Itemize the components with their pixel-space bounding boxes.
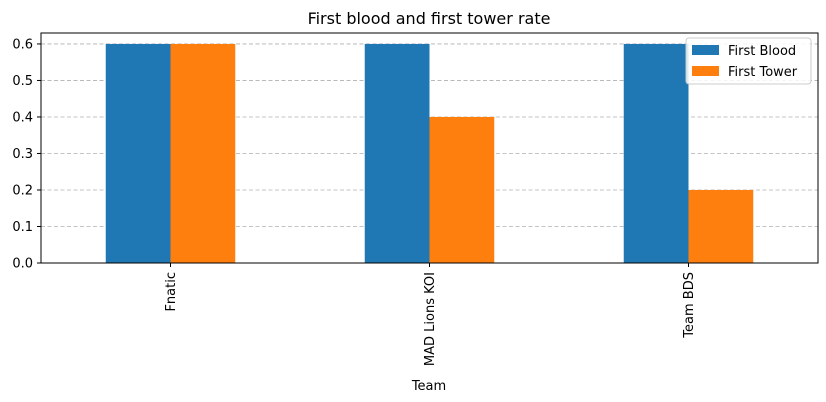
x-axis-label: Team xyxy=(411,379,446,394)
chart-title: First blood and first tower rate xyxy=(308,9,551,28)
y-tick-label: 0.6 xyxy=(12,37,33,52)
legend-label: First Blood xyxy=(728,44,796,59)
legend-swatch xyxy=(692,66,719,76)
y-tick-label: 0.3 xyxy=(12,147,33,162)
x-tick-label: Fnatic xyxy=(164,272,179,312)
legend: First Blood First Tower xyxy=(685,37,812,85)
x-tick-label: Team BDS xyxy=(682,272,697,339)
bar-first-blood xyxy=(623,43,689,264)
bar-first-tower xyxy=(170,43,236,264)
y-tick-label: 0.4 xyxy=(12,110,33,125)
x-axis-ticks: Fnatic MAD Lions KOI Team BDS xyxy=(164,263,697,366)
x-tick-label: MAD Lions KOI xyxy=(423,272,438,366)
bar-first-blood xyxy=(105,43,171,264)
y-tick-label: 0.0 xyxy=(12,257,33,272)
y-tick-label: 0.1 xyxy=(12,220,33,235)
legend-label: First Tower xyxy=(728,65,798,80)
bars xyxy=(105,43,754,264)
bar-first-tower xyxy=(688,189,754,263)
y-tick-label: 0.5 xyxy=(12,74,33,89)
bar-first-tower xyxy=(429,116,495,263)
y-axis-ticks: 0.0 0.1 0.2 0.3 0.4 0.5 0.6 xyxy=(12,37,41,272)
legend-swatch xyxy=(692,45,719,55)
bar-first-blood xyxy=(364,43,430,264)
y-tick-label: 0.2 xyxy=(12,183,33,198)
